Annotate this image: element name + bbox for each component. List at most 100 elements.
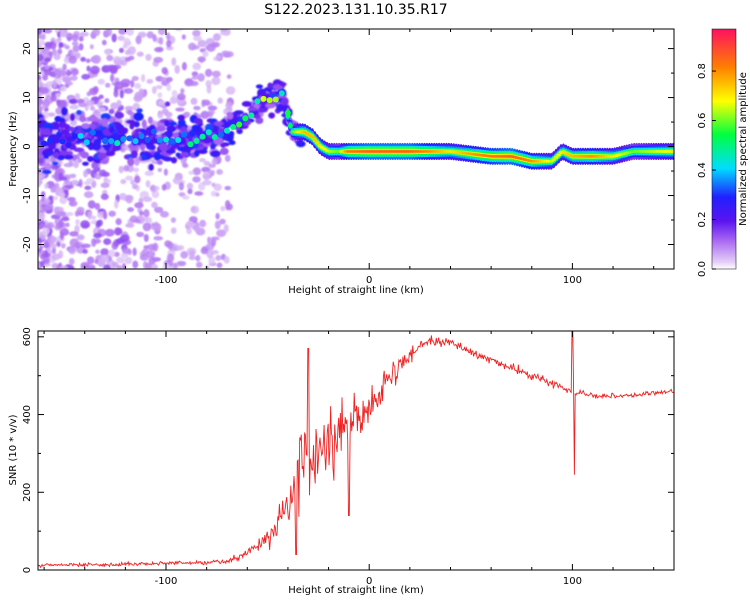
spectrogram-cluster-blob (180, 126, 188, 132)
spectrogram-noise-blob (215, 192, 220, 197)
spectrogram-noise-blob (116, 256, 125, 264)
spectrogram-noise-blob (86, 91, 92, 97)
spectrogram-ytick-label: -10 (22, 187, 33, 203)
spectrogram-noise-blob (210, 190, 217, 197)
spectrogram-cluster-blob (146, 144, 156, 150)
spectrogram-noise-blob (84, 185, 92, 191)
spectrogram-cluster-blob (41, 128, 52, 134)
spectrogram-noise-blob (113, 251, 120, 257)
spectrogram-noise-blob (104, 49, 112, 56)
spectrogram-noise-blob (114, 227, 122, 236)
spectrogram-ridge-blob (83, 139, 90, 146)
spectrogram-noise-blob (68, 55, 78, 64)
spectrogram-noise-blob (54, 206, 64, 212)
spectrogram-cluster-blob (133, 112, 144, 122)
spectrogram-ridge-segment (670, 150, 674, 153)
snr-axes: -100 0 100 0 200 400 600 (22, 327, 674, 587)
spectrogram-noise-blob (163, 168, 168, 176)
spectrogram-noise-blob (104, 98, 110, 104)
spectrogram-noise-blob (76, 234, 85, 241)
spectrogram-noise-blob (109, 74, 115, 82)
spectrogram-cluster-blob (177, 114, 186, 121)
spectrogram-noise-blob (65, 69, 71, 77)
spectrogram-xtick-label: -100 (155, 275, 178, 286)
spectrogram-noise-blob (207, 111, 214, 118)
spectrogram-ridge-blob (193, 138, 200, 145)
spectrogram-cluster-blob (194, 149, 200, 157)
spectrogram-ridge-blob (217, 131, 224, 138)
spectrogram-cluster-blob (158, 142, 168, 152)
spectrogram-noise-blob (53, 195, 58, 201)
spectrogram-noise-blob (207, 236, 212, 244)
spectrogram-noise-blob (223, 256, 230, 264)
spectrogram-noise-blob (118, 165, 124, 174)
spectrogram-noise-blob (136, 51, 144, 57)
spectrogram-ridge-segment (553, 155, 559, 159)
spectrogram-noise-blob (173, 262, 178, 269)
spectrogram-noise-blob (131, 75, 139, 82)
spectrogram-cluster-blob (100, 159, 109, 165)
spectrogram-noise-blob (133, 167, 140, 173)
spectrogram-noise-blob (142, 196, 153, 203)
spectrogram-noise-blob (195, 261, 203, 268)
spectrogram-noise-blob (62, 63, 67, 71)
spectrogram-ridge-blob (266, 97, 273, 104)
spectrogram-noise-blob (105, 82, 111, 88)
spectrogram-cluster-blob (193, 117, 203, 125)
spectrogram-noise-blob (151, 201, 158, 209)
spectrogram-noise-blob (92, 29, 101, 37)
spectrogram-noise-blob (103, 211, 108, 220)
spectrogram-noise-blob (182, 195, 190, 200)
spectrogram-noise-blob (42, 29, 53, 34)
colorbar: 0.0 0.2 0.4 0.6 0.8 Normalized spectral ampl… (697, 28, 749, 277)
spectrogram-noise-blob (118, 47, 124, 54)
spectrogram-noise-blob (199, 219, 207, 228)
spectrogram-noise-blob (157, 92, 163, 98)
spectrogram-noise-blob (108, 210, 116, 217)
spectrogram-noise-blob (91, 54, 102, 64)
spectrogram-noise-blob (202, 171, 211, 181)
spectrogram-noise-blob (42, 227, 50, 235)
spectrogram-ridge-blob (187, 141, 194, 148)
spectrogram-ridge-segment (287, 124, 293, 127)
spectrogram-noise-blob (145, 53, 152, 61)
spectrogram-noise-blob (180, 88, 185, 94)
spectrogram-ridge-blob (47, 137, 54, 144)
spectrogram-cluster-blob (44, 147, 54, 154)
spectrogram-ridge-blob (175, 137, 182, 144)
spectrogram-ridge-blob (89, 129, 96, 136)
spectrogram-noise-blob (42, 48, 50, 55)
spectrogram-ridge-blob (169, 138, 176, 145)
spectrogram-noise-blob (112, 261, 119, 268)
spectrogram-noise-blob (149, 263, 159, 269)
spectrogram-noise-blob (60, 216, 70, 222)
spectrogram-noise-blob (81, 73, 91, 80)
spectrogram-cluster-blob (226, 133, 234, 142)
spectrogram-cluster-blob (170, 156, 178, 164)
spectrogram-noise-blob (166, 40, 172, 48)
spectrogram-noise-blob (166, 76, 173, 83)
spectrogram-noise-blob (193, 224, 201, 233)
spectrogram-noise-blob (106, 54, 114, 62)
spectrogram-cluster-blob (175, 152, 181, 158)
spectrogram-noise-blob (148, 256, 157, 265)
spectrogram-noise-blob (157, 167, 163, 173)
spectrogram-noise-blob (127, 207, 135, 212)
snr-xtick-label: -100 (155, 576, 178, 587)
spectrogram-noise-blob (108, 64, 119, 73)
spectrogram-noise-blob (100, 193, 109, 200)
spectrogram-cluster-blob (139, 143, 146, 151)
spectrogram-noise-blob (38, 60, 43, 68)
spectrogram-noise-blob (93, 109, 99, 115)
spectrogram-noise-blob (192, 29, 201, 37)
spectrogram-noise-blob (86, 256, 95, 265)
spectrogram-noise-blob (191, 71, 199, 77)
spectrogram-noise-blob (202, 99, 211, 106)
spectrogram-ridge-blob (278, 90, 285, 97)
spectrogram-noise-blob (74, 210, 80, 217)
spectrogram-ridge-segment (551, 158, 557, 162)
spectrogram-noise-blob (98, 107, 106, 113)
spectrogram-noise-blob (150, 184, 157, 193)
spectrogram-noise-blob (190, 205, 200, 214)
spectrogram-noise-blob (58, 41, 64, 48)
